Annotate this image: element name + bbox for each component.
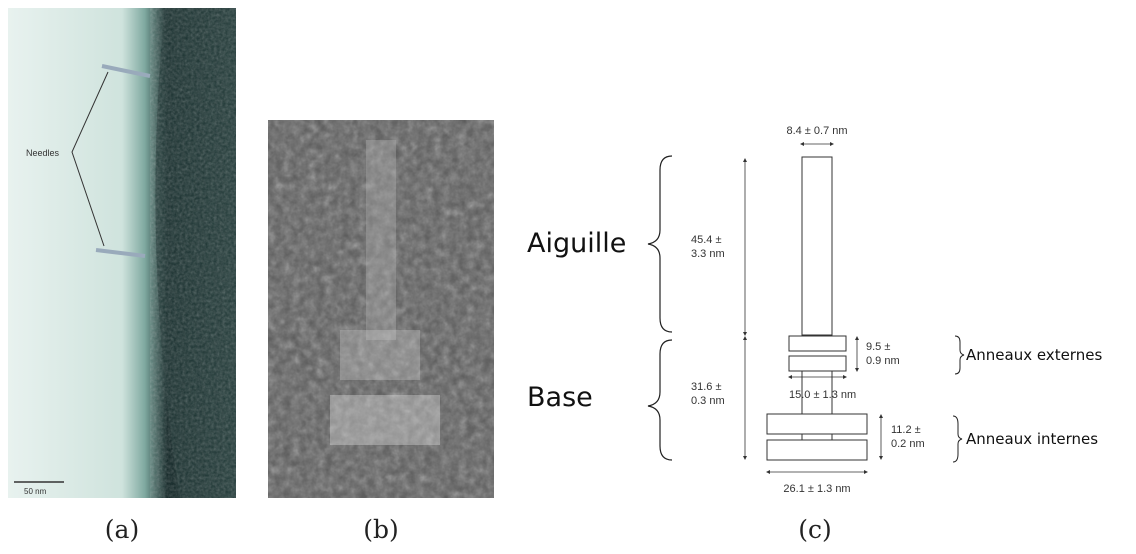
caption: (a): [105, 515, 139, 544]
inner-ring-height: 11.2 ±: [891, 424, 921, 436]
needle-2: [95, 248, 146, 258]
needle-name: Aiguille: [527, 228, 626, 259]
base-name: Base: [527, 382, 593, 413]
needle-length: 45.4 ±: [691, 234, 722, 246]
needle: [366, 140, 396, 340]
outer-ring: [788, 355, 847, 372]
needles-label: Needles: [26, 148, 60, 158]
inner-rings: [330, 395, 440, 445]
outer-ring-height: 9.5 ±: [866, 341, 890, 353]
inner-ring: [766, 413, 868, 435]
brace: [954, 335, 965, 375]
brace: [647, 155, 673, 333]
panel-b: (b): [268, 120, 494, 544]
panel-a: Needles 50 nm (a): [8, 8, 236, 544]
pointer: [71, 71, 109, 247]
base-length: 31.6 ±: [691, 381, 722, 393]
outer-ring: [788, 335, 847, 352]
needle: [801, 156, 833, 336]
inner-ring-height: 0.2 nm: [891, 438, 925, 450]
inner-rings-name: Anneaux internes: [966, 430, 1098, 448]
texture: [268, 120, 494, 498]
needle-width: 8.4 ± 0.7 nm: [786, 125, 847, 137]
base-length: 0.3 nm: [691, 395, 725, 407]
brace: [952, 415, 963, 463]
panel-c: 8.4 ± 0.7 nm 45.4 ± 3.3 nm 31.6 ± 0.3 nm…: [527, 125, 1102, 544]
inner-ring: [766, 439, 868, 461]
outer-ring-width: 15.0 ± 1.3 nm: [789, 389, 856, 401]
scale-label: 50 nm: [24, 487, 47, 496]
caption: (c): [798, 515, 832, 544]
caption: (b): [363, 515, 399, 544]
texture: [150, 8, 236, 498]
inner-ring-width: 26.1 ± 1.3 nm: [783, 483, 850, 495]
outer-ring-height: 0.9 nm: [866, 355, 900, 367]
needle-1: [101, 64, 151, 78]
needle-length: 3.3 nm: [691, 248, 725, 260]
outer-rings-name: Anneaux externes: [966, 346, 1102, 364]
brace: [647, 339, 673, 461]
outer-rings: [340, 330, 420, 380]
